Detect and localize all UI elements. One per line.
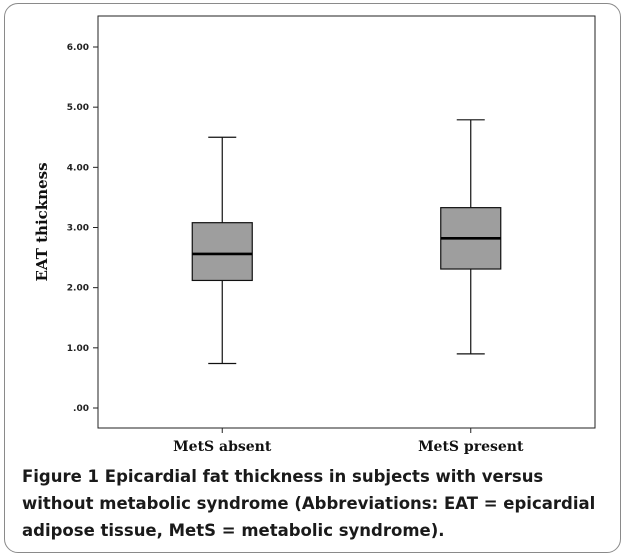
y-tick-label: 5.00 xyxy=(67,103,89,113)
box-mets-absent xyxy=(191,136,253,365)
box-plot-chart: .001.002.003.004.005.006.00 MetS absent M… xyxy=(33,15,596,455)
y-tick-label: .00 xyxy=(73,404,89,414)
iqr-box xyxy=(191,222,253,282)
y-tick-label: 4.00 xyxy=(67,163,89,173)
figure-label: Figure 1 xyxy=(22,467,100,486)
y-tick-label: 6.00 xyxy=(67,43,89,53)
y-axis: .00 1.00 2.00 3.00 4.00 5.00 6.00 xyxy=(67,43,98,414)
x-tick-label: MetS absent xyxy=(173,439,272,455)
figure-caption: Figure 1 Epicardial fat thickness in sub… xyxy=(22,463,612,544)
x-axis: MetS absent MetS present xyxy=(173,428,524,455)
plot-area xyxy=(97,15,596,429)
y-tick-label: 2.00 xyxy=(67,284,89,294)
x-tick-label: MetS present xyxy=(418,439,524,455)
y-tick-label: 1.00 xyxy=(67,344,89,354)
y-axis-label: EAT thickness xyxy=(33,162,51,281)
boxes-group xyxy=(191,119,502,365)
figure-caption-text: Epicardial fat thickness in subjects wit… xyxy=(22,467,596,540)
y-tick-label: 3.00 xyxy=(67,224,89,234)
box-mets-present xyxy=(440,119,502,355)
